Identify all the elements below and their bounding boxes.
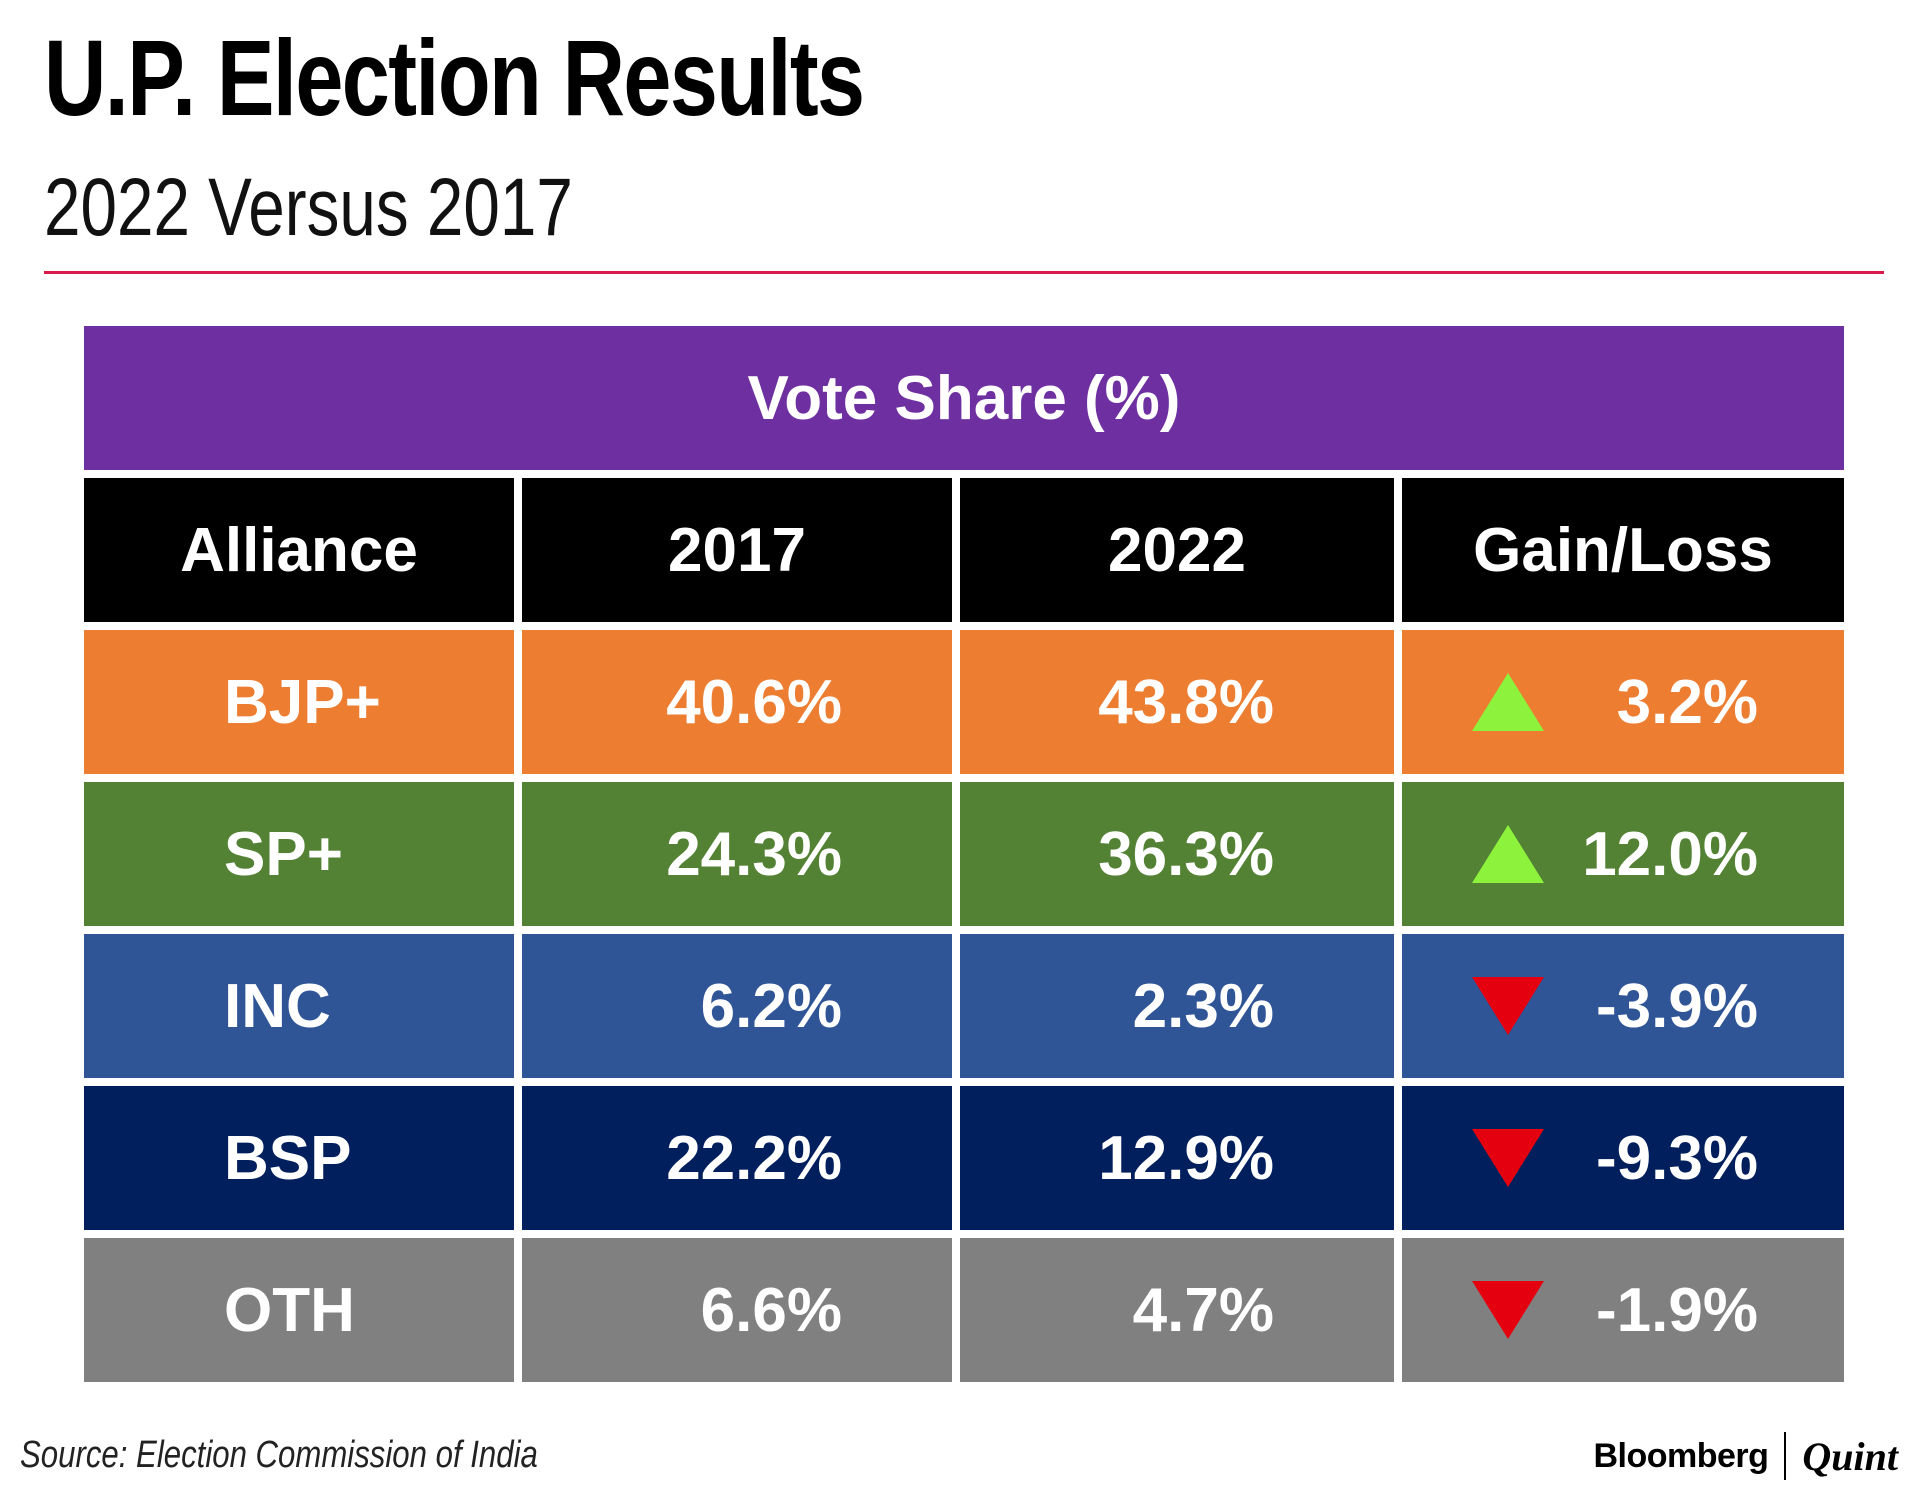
alliance-cell: SP+ bbox=[84, 782, 514, 926]
change-icon-slot bbox=[1472, 977, 1554, 1035]
value-2017-cell: 24.3% bbox=[522, 782, 952, 926]
alliance-cell: BJP+ bbox=[84, 630, 514, 774]
change-icon-slot bbox=[1472, 825, 1554, 883]
column-header-2022: 2022 bbox=[960, 478, 1394, 622]
triangle-down-icon bbox=[1472, 1281, 1544, 1339]
brand-divider bbox=[1784, 1432, 1787, 1480]
value-2022-cell: 12.9% bbox=[960, 1086, 1394, 1230]
column-header-2017: 2017 bbox=[522, 478, 952, 622]
table-body: BJP+ 40.6% 43.8% 3.2% SP+ 24.3% 36.3% 12.0% INC 6… bbox=[84, 630, 1844, 1382]
value-2022-cell: 43.8% bbox=[960, 630, 1394, 774]
gain-loss-value: -3.9% bbox=[1596, 971, 1758, 1041]
table-row: BSP 22.2% 12.9% -9.3% bbox=[84, 1086, 1844, 1230]
gain-loss-value: 12.0% bbox=[1582, 819, 1758, 889]
value-2017-cell: 6.2% bbox=[522, 934, 952, 1078]
table-header: Vote Share (%) bbox=[84, 326, 1844, 470]
alliance-cell: INC bbox=[84, 934, 514, 1078]
brand-logo: Bloomberg Quint bbox=[1593, 1428, 1898, 1484]
gain-loss-value: -9.3% bbox=[1596, 1123, 1758, 1193]
column-header-gain-loss: Gain/Loss bbox=[1402, 478, 1844, 622]
table-row: SP+ 24.3% 36.3% 12.0% bbox=[84, 782, 1844, 926]
source-note: Source: Election Commission of India bbox=[20, 1434, 538, 1476]
gain-loss-value: 3.2% bbox=[1616, 667, 1758, 737]
table-row: BJP+ 40.6% 43.8% 3.2% bbox=[84, 630, 1844, 774]
value-2022-cell: 2.3% bbox=[960, 934, 1394, 1078]
value-2017-cell: 22.2% bbox=[522, 1086, 952, 1230]
alliance-cell: BSP bbox=[84, 1086, 514, 1230]
column-header-row: Alliance 2017 2022 Gain/Loss bbox=[84, 478, 1844, 622]
change-icon-slot bbox=[1472, 1281, 1554, 1339]
gain-loss-cell: -1.9% bbox=[1402, 1238, 1844, 1382]
gain-loss-cell: 3.2% bbox=[1402, 630, 1844, 774]
value-2017-cell: 6.6% bbox=[522, 1238, 952, 1382]
page-subtitle: 2022 Versus 2017 bbox=[44, 162, 573, 253]
triangle-down-icon bbox=[1472, 977, 1544, 1035]
page-title: U.P. Election Results bbox=[44, 17, 865, 138]
table-row: OTH 6.6% 4.7% -1.9% bbox=[84, 1238, 1844, 1382]
brand-logo-bloomberg: Bloomberg bbox=[1593, 1436, 1769, 1475]
alliance-cell: OTH bbox=[84, 1238, 514, 1382]
value-2017-cell: 40.6% bbox=[522, 630, 952, 774]
triangle-up-icon bbox=[1472, 825, 1544, 883]
gain-loss-cell: -3.9% bbox=[1402, 934, 1844, 1078]
gain-loss-cell: 12.0% bbox=[1402, 782, 1844, 926]
vote-share-table: Vote Share (%) Alliance 2017 2022 Gain/L… bbox=[84, 326, 1844, 1382]
gain-loss-cell: -9.3% bbox=[1402, 1086, 1844, 1230]
triangle-down-icon bbox=[1472, 1129, 1544, 1187]
triangle-up-icon bbox=[1472, 673, 1544, 731]
value-2022-cell: 36.3% bbox=[960, 782, 1394, 926]
title-divider bbox=[44, 271, 1884, 274]
value-2022-cell: 4.7% bbox=[960, 1238, 1394, 1382]
change-icon-slot bbox=[1472, 1129, 1554, 1187]
column-header-alliance: Alliance bbox=[84, 478, 514, 622]
table-row: INC 6.2% 2.3% -3.9% bbox=[84, 934, 1844, 1078]
gain-loss-value: -1.9% bbox=[1596, 1275, 1758, 1345]
change-icon-slot bbox=[1472, 673, 1554, 731]
brand-logo-quint: Quint bbox=[1802, 1433, 1898, 1479]
